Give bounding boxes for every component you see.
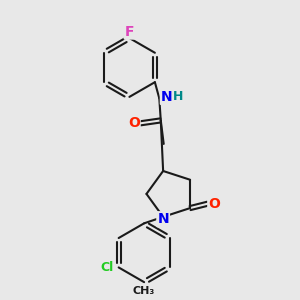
Text: H: H [173,90,184,104]
Text: Cl: Cl [101,261,114,274]
Text: N: N [157,212,169,226]
Text: CH₃: CH₃ [133,286,155,296]
Text: O: O [128,116,140,130]
Text: N: N [161,90,172,104]
Text: O: O [208,197,220,211]
Text: F: F [125,25,134,39]
